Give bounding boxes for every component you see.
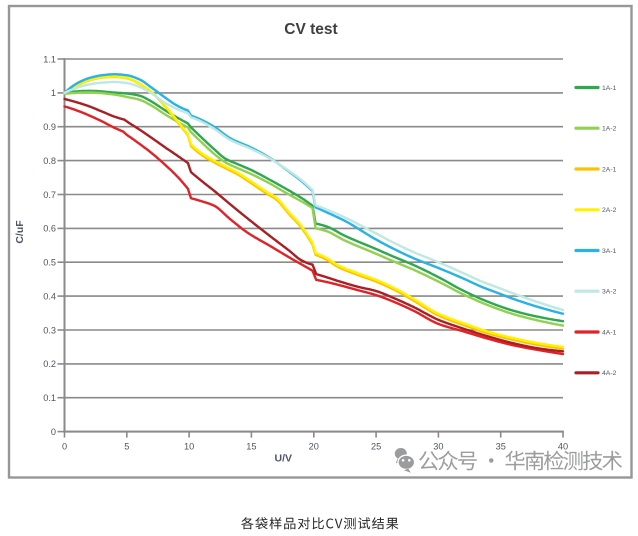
svg-text:0.5: 0.5 [43, 258, 56, 268]
svg-text:0.3: 0.3 [43, 325, 56, 335]
svg-text:1A-1: 1A-1 [602, 85, 617, 92]
svg-text:0.2: 0.2 [43, 359, 56, 369]
svg-text:15: 15 [246, 442, 256, 452]
svg-text:0.9: 0.9 [43, 122, 56, 132]
svg-text:25: 25 [371, 442, 381, 452]
svg-text:0.7: 0.7 [43, 190, 56, 200]
svg-text:4A-2: 4A-2 [602, 370, 617, 377]
svg-text:0: 0 [62, 442, 67, 452]
svg-text:0: 0 [51, 427, 56, 437]
svg-text:0.6: 0.6 [43, 224, 56, 234]
svg-text:30: 30 [433, 442, 443, 452]
svg-text:4A-1: 4A-1 [602, 329, 617, 336]
svg-text:CV test: CV test [284, 21, 337, 38]
svg-text:35: 35 [496, 442, 506, 452]
svg-text:1: 1 [51, 88, 56, 98]
svg-text:40: 40 [558, 442, 568, 452]
svg-text:20: 20 [309, 442, 319, 452]
svg-text:U/V: U/V [275, 453, 293, 465]
svg-text:3A-2: 3A-2 [602, 289, 617, 296]
svg-text:0.1: 0.1 [43, 393, 56, 403]
svg-text:0.4: 0.4 [43, 291, 56, 301]
svg-text:5: 5 [124, 442, 129, 452]
svg-text:0.8: 0.8 [43, 156, 56, 166]
svg-text:3A-1: 3A-1 [602, 248, 617, 255]
svg-text:2A-1: 2A-1 [602, 166, 617, 173]
svg-text:2A-2: 2A-2 [602, 207, 617, 214]
svg-text:C/uF: C/uF [14, 220, 26, 244]
svg-text:1.1: 1.1 [43, 54, 56, 64]
svg-text:1A-2: 1A-2 [602, 126, 617, 133]
svg-text:10: 10 [184, 442, 194, 452]
